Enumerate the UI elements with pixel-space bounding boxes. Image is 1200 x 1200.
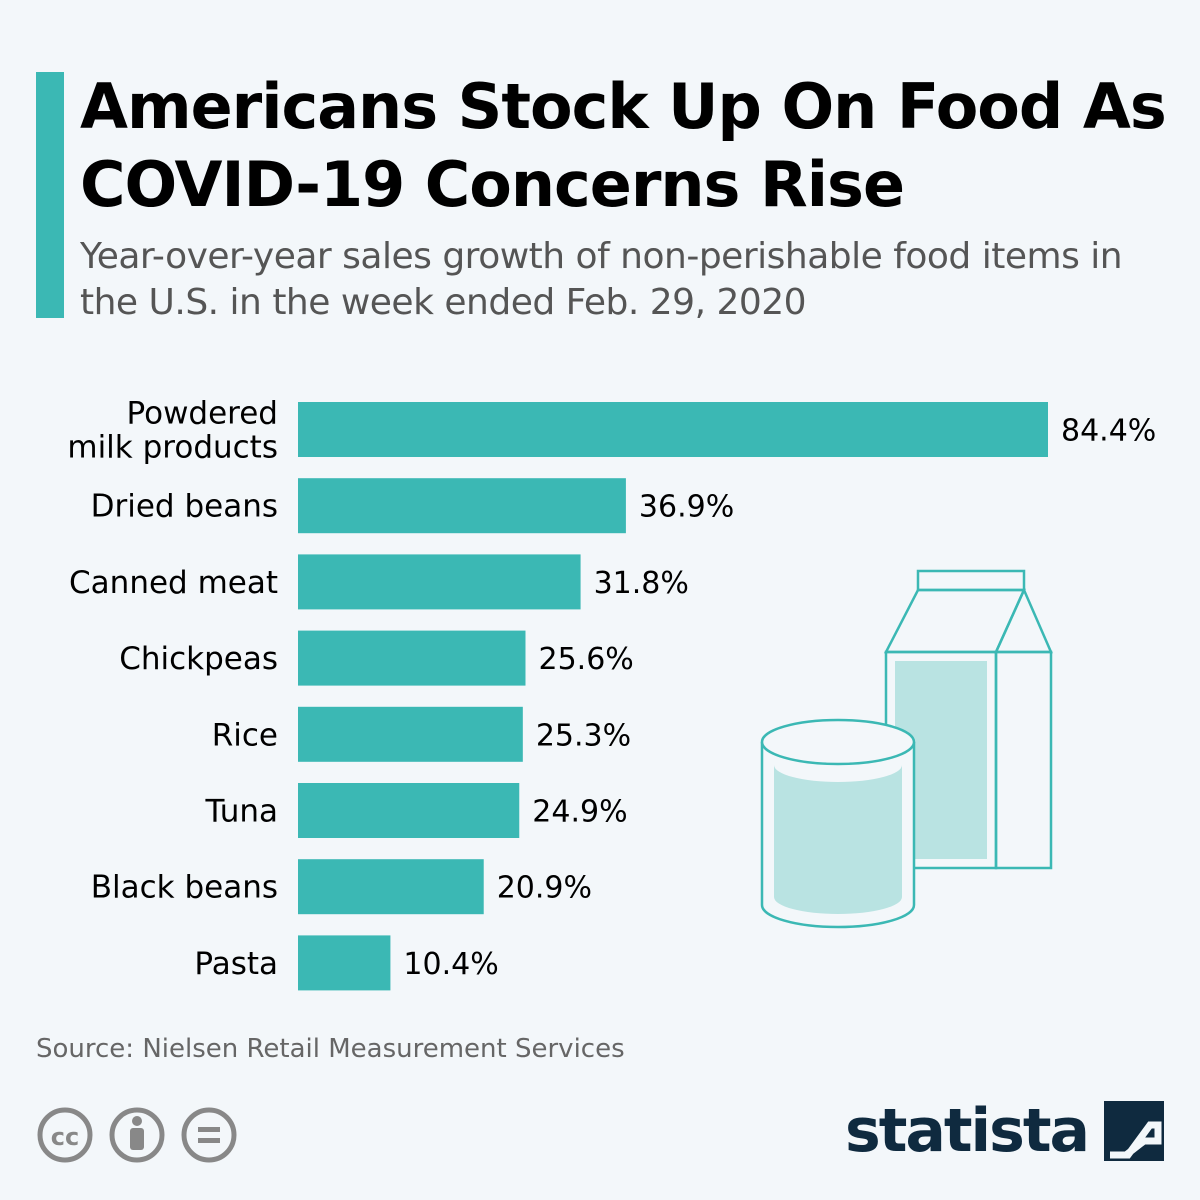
category-label-6: Black beans xyxy=(91,870,278,906)
category-label-line: Canned meat xyxy=(69,565,278,601)
chart-subtitle: Year-over-year sales growth of non-peris… xyxy=(80,236,1123,323)
bar-7 xyxy=(298,935,391,991)
bar-2 xyxy=(298,554,581,610)
statista-logo[interactable]: statista xyxy=(845,1096,1164,1166)
attribution-icon[interactable] xyxy=(109,1107,165,1163)
category-label-line: Black beans xyxy=(91,870,278,906)
category-label-line: Powdered xyxy=(127,396,278,432)
bar-3 xyxy=(298,630,526,686)
value-label-3: 25.6% xyxy=(538,642,633,677)
category-label-line: Dried beans xyxy=(91,489,278,525)
carton-side xyxy=(994,650,1053,870)
category-label-1: Dried beans xyxy=(91,489,278,525)
no-derivatives-icon[interactable] xyxy=(181,1107,237,1163)
bar-chart: 84.4% Powdered milk products 36.9% Dried bea… xyxy=(67,396,1156,991)
category-label-4: Rice xyxy=(212,717,278,753)
bar-5 xyxy=(298,783,520,838)
value-label-2: 31.8% xyxy=(594,566,689,601)
bar-4 xyxy=(298,706,523,762)
category-label-2: Canned meat xyxy=(69,565,278,601)
carton-side-roof xyxy=(994,586,1053,654)
chart-title: Americans Stock Up On Food As COVID-19 C… xyxy=(80,70,1167,221)
carton-roof xyxy=(883,588,1026,654)
bar-6 xyxy=(298,859,484,915)
bar-1 xyxy=(298,478,626,534)
statista-logo-icon xyxy=(1104,1101,1164,1161)
value-label-5: 24.9% xyxy=(532,795,627,830)
category-label-0: Powdered milk products xyxy=(67,396,278,466)
carton-cap xyxy=(916,569,1026,592)
license-icons: cc xyxy=(36,1106,246,1170)
value-label-7: 10.4% xyxy=(403,947,498,982)
source-note: Source: Nielsen Retail Measurement Servi… xyxy=(36,1034,625,1064)
bar-0 xyxy=(298,402,1048,457)
category-label-line: Tuna xyxy=(204,794,278,830)
svg-text:cc: cc xyxy=(51,1123,79,1151)
value-label-1: 36.9% xyxy=(639,490,734,525)
glass-rim xyxy=(760,718,916,766)
value-label-6: 20.9% xyxy=(497,871,592,906)
milk-illustration xyxy=(760,569,1053,929)
value-label-4: 25.3% xyxy=(536,718,631,753)
category-label-line: Pasta xyxy=(194,946,278,982)
title-accent-bar xyxy=(36,72,64,318)
statista-wordmark: statista xyxy=(844,1096,1090,1166)
category-label-line: Chickpeas xyxy=(119,641,278,677)
category-label-7: Pasta xyxy=(194,946,278,982)
cc-icon[interactable]: cc xyxy=(37,1107,93,1163)
category-label-5: Tuna xyxy=(204,794,278,830)
category-label-line: milk products xyxy=(67,430,278,466)
value-label-0: 84.4% xyxy=(1061,414,1156,449)
category-label-3: Chickpeas xyxy=(119,641,278,677)
category-label-line: Rice xyxy=(212,717,278,753)
glass-milk xyxy=(774,765,902,914)
